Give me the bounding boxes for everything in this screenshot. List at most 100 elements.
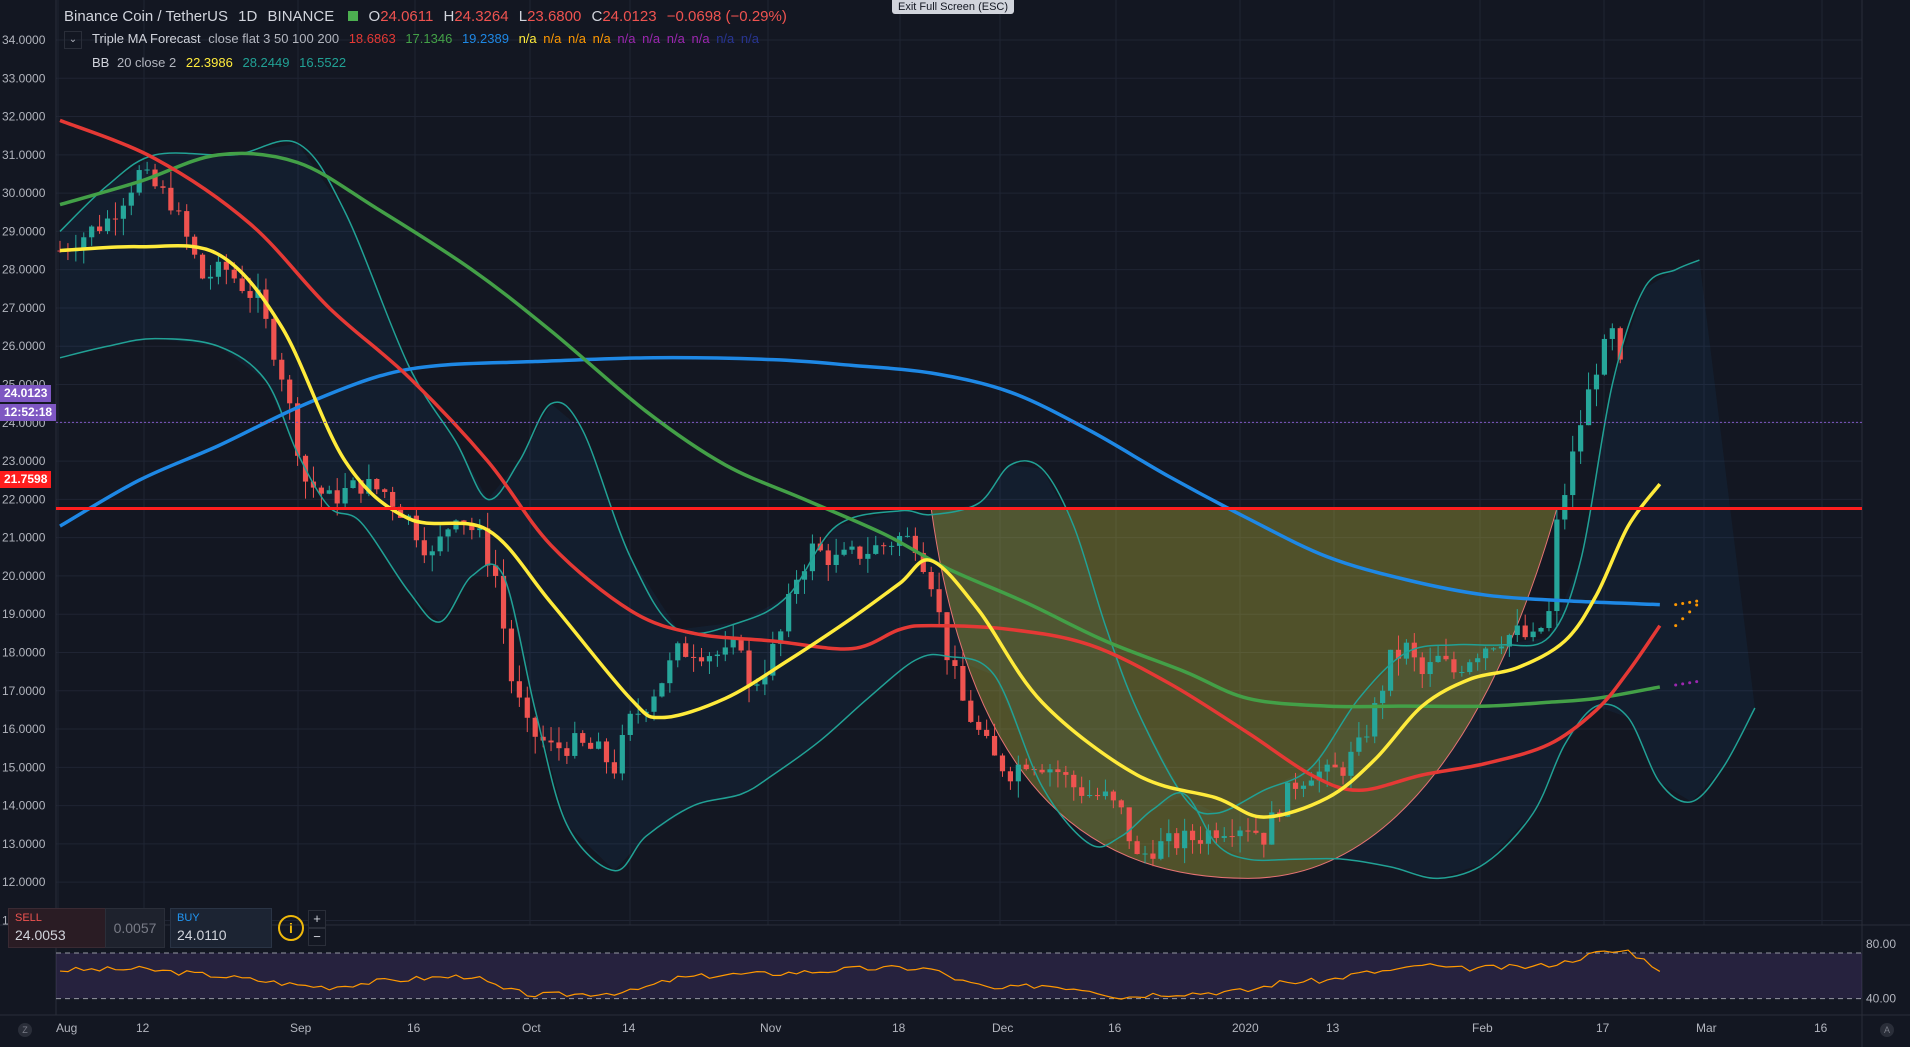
candle-body <box>1047 769 1053 773</box>
ohlc-open: O24.0611 <box>368 8 434 25</box>
auto-scale-toggle[interactable]: A <box>1880 1023 1894 1037</box>
y-tick-label: 33.0000 <box>2 71 46 85</box>
candle-body <box>611 762 617 774</box>
candle-body <box>944 612 950 661</box>
candle-body <box>358 480 364 494</box>
y-tick-label: 21.0000 <box>2 531 46 545</box>
candle-body <box>215 261 221 277</box>
candle-body <box>928 572 934 590</box>
candle-body <box>421 540 427 556</box>
candle-body <box>493 565 499 576</box>
minus-button[interactable]: − <box>308 928 326 946</box>
candle-body <box>295 403 301 456</box>
buy-label: BUY <box>177 912 200 924</box>
y-tick-label: 31.0000 <box>2 148 46 162</box>
candle-body <box>1332 764 1338 768</box>
rsi-upper-level-label: 80.00 <box>1866 937 1896 951</box>
y-tick-label: 14.0000 <box>2 799 46 813</box>
y-tick-label: 29.0000 <box>2 224 46 238</box>
plus-button[interactable]: + <box>308 910 326 928</box>
candle-body <box>778 631 784 644</box>
candle-body <box>635 713 641 715</box>
candle-body <box>1094 795 1101 797</box>
buy-button[interactable]: BUY 24.0110 <box>170 908 272 948</box>
candle-body <box>1340 767 1346 776</box>
y-tick-label: 34.0000 <box>2 33 46 47</box>
candle-body <box>1364 736 1370 738</box>
candle-body <box>627 713 633 735</box>
candle-body <box>1189 830 1196 841</box>
candle-body <box>1237 830 1243 837</box>
candle-body <box>912 535 918 553</box>
rsi-lower-level-label: 40.00 <box>1866 992 1896 1006</box>
candle-body <box>239 278 245 292</box>
rsi-band <box>56 953 1862 999</box>
candle-body <box>786 594 792 632</box>
forecast-dot <box>1695 599 1699 603</box>
candle-body <box>619 734 625 774</box>
candle-body <box>104 218 111 232</box>
candle-body <box>374 479 380 490</box>
candle-body <box>184 211 190 237</box>
symbol-legend: Binance Coin / TetherUS 1D BINANCE O24.0… <box>64 8 793 25</box>
log-scale-toggle[interactable]: Z <box>18 1023 32 1037</box>
candle-body <box>1601 338 1607 375</box>
candle-body <box>1554 519 1560 612</box>
candle-body <box>1102 791 1109 797</box>
x-tick-label: 17 <box>1596 1021 1610 1035</box>
exit-fullscreen-button[interactable]: Exit Full Screen (ESC) <box>892 0 1015 14</box>
symbol-title[interactable]: Binance Coin / TetherUS <box>64 8 228 25</box>
x-tick-label: 2020 <box>1232 1021 1259 1035</box>
candle-body <box>1609 328 1615 339</box>
bb-upper-line <box>59 139 1700 815</box>
candle-body <box>984 729 990 736</box>
candle-body <box>168 187 174 211</box>
candle-body <box>754 684 760 686</box>
bb-lower-line <box>59 337 1756 880</box>
candle-body <box>714 654 720 657</box>
exchange-label: BINANCE <box>267 8 335 25</box>
candle-body <box>1292 782 1299 789</box>
candle-body <box>991 735 998 756</box>
ma-legend[interactable]: Triple MA Forecast close flat 3 50 100 2… <box>92 31 762 46</box>
candle-body <box>580 733 586 743</box>
ohlc-change: −0.0698 (−0.29%) <box>666 8 787 25</box>
candle-body <box>287 379 293 404</box>
candle-body <box>144 169 150 171</box>
forecast-dot <box>1681 682 1685 686</box>
candle-body <box>397 506 404 518</box>
x-tick-label: Dec <box>992 1021 1013 1035</box>
ohlc-high: H24.3264 <box>443 8 509 25</box>
candle-body <box>603 741 610 763</box>
y-tick-label: 15.0000 <box>2 760 46 774</box>
candle-body <box>477 528 483 531</box>
candle-body <box>1530 631 1536 638</box>
info-icon[interactable]: i <box>278 915 304 941</box>
candle-body <box>793 579 800 595</box>
candle-body <box>1269 812 1275 845</box>
x-tick-label: Oct <box>522 1021 541 1035</box>
forecast-dot <box>1674 603 1678 607</box>
sell-button[interactable]: SELL 24.0053 <box>8 908 106 948</box>
candle-body <box>1387 649 1394 691</box>
candle-body <box>152 169 158 187</box>
x-tick-label: Mar <box>1696 1021 1717 1035</box>
candle-body <box>1427 662 1433 675</box>
candle-body <box>1118 800 1124 808</box>
candle-body <box>334 490 340 504</box>
candle-body <box>1578 425 1584 452</box>
ma-na-2: n/a <box>543 31 562 46</box>
candle-body <box>667 660 673 684</box>
candle-body <box>485 528 491 566</box>
horizontal-line-price-tag: 21.7598 <box>0 471 52 488</box>
candle-body <box>500 575 507 629</box>
candle-body <box>1079 787 1085 796</box>
candle-body <box>223 261 229 270</box>
candle-body <box>231 269 237 279</box>
candle-body <box>1475 658 1481 663</box>
candle-body <box>889 545 895 547</box>
legend-collapse-button[interactable]: ⌄ <box>64 31 82 49</box>
candle-body <box>271 318 277 360</box>
bb-legend[interactable]: BB 20 close 2 22.3986 28.2449 16.5522 <box>92 55 352 70</box>
